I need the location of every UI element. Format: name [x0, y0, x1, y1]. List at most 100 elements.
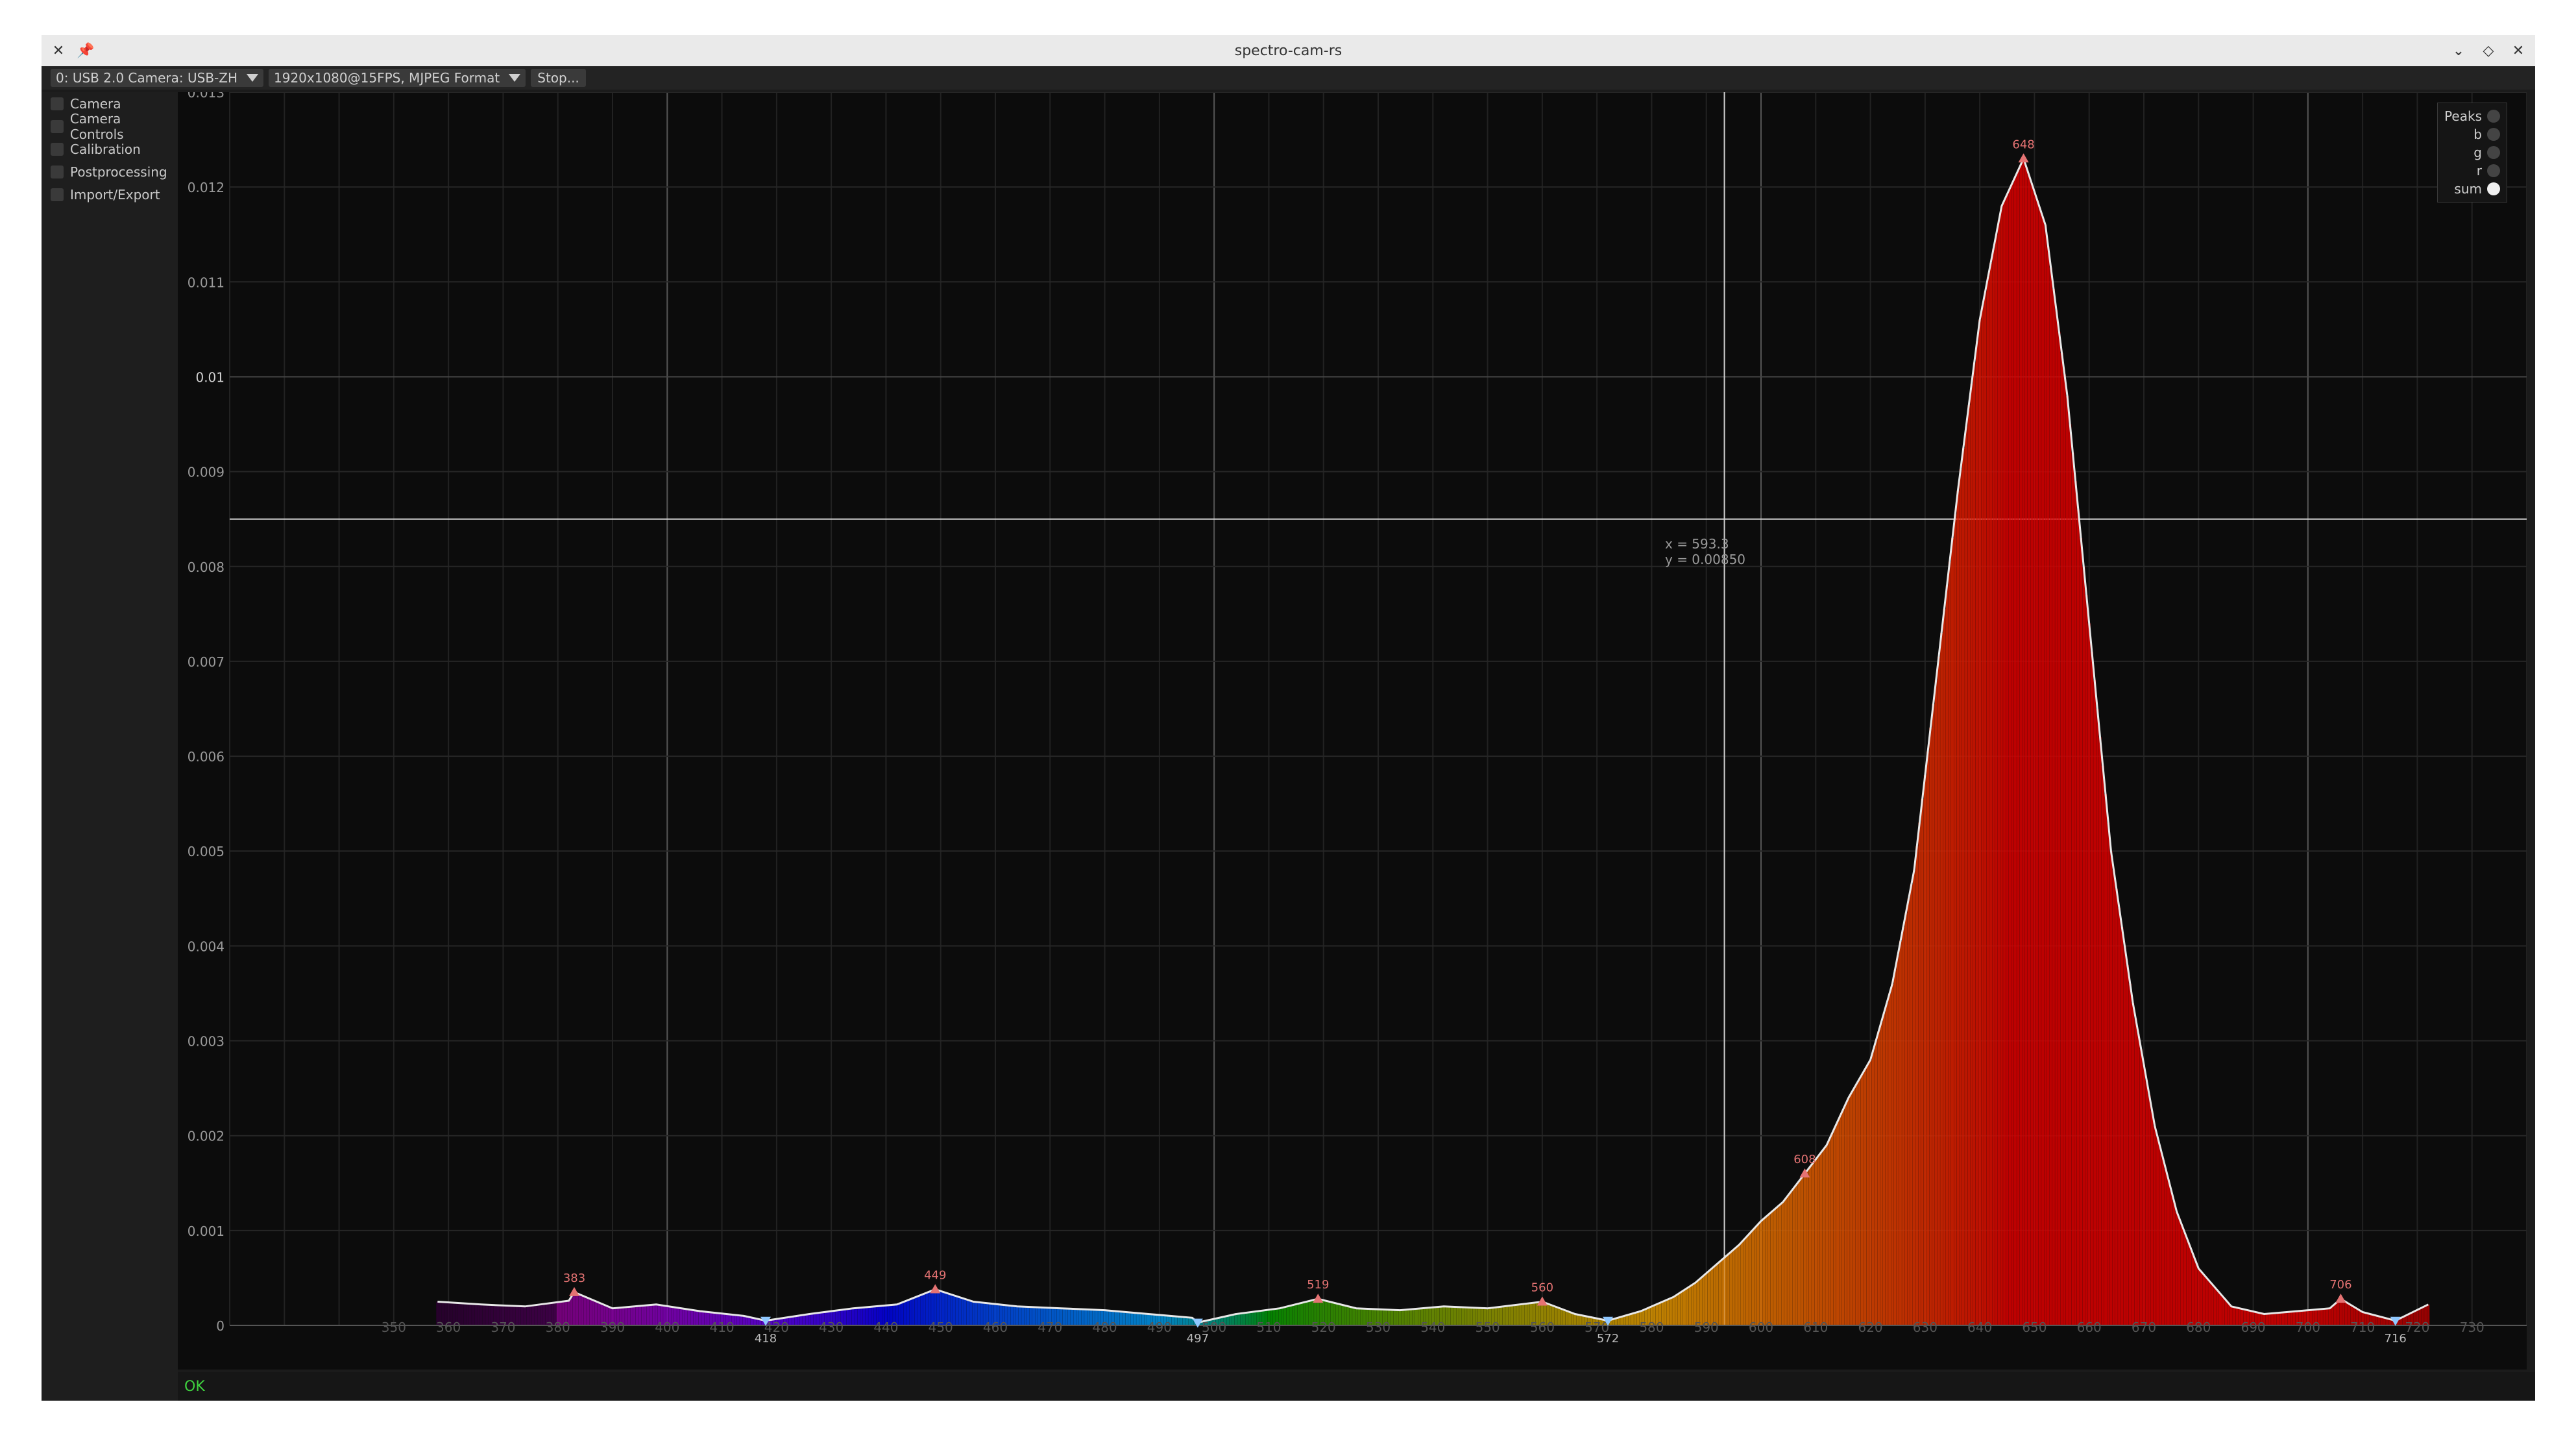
format-select[interactable]: 1920x1080@15FPS, MJPEG Format	[269, 69, 526, 87]
peak-marker	[1799, 1168, 1810, 1178]
camera-select[interactable]: 0: USB 2.0 Camera: USB-ZH	[51, 69, 263, 87]
x-tick-label: 550	[1475, 1320, 1500, 1335]
x-tick-label: 600	[1749, 1320, 1773, 1335]
peak-marker	[930, 1284, 941, 1294]
peak-marker	[569, 1286, 579, 1296]
sidebar-item-import-export[interactable]: Import/Export	[42, 183, 178, 206]
legend-label: g	[2473, 145, 2482, 160]
toggle-dot-icon[interactable]	[2487, 182, 2500, 195]
toolbar: 0: USB 2.0 Camera: USB-ZH 1920x1080@15FP…	[42, 66, 2535, 90]
peak-label: 519	[1307, 1278, 1329, 1292]
x-tick-label: 590	[1694, 1320, 1719, 1335]
toggle-dot-icon[interactable]	[2487, 128, 2500, 141]
valley-marker	[1192, 1318, 1203, 1328]
sidebar-item-camera[interactable]: Camera	[42, 92, 178, 115]
sidebar-item-label: Postprocessing	[70, 164, 167, 180]
camera-select-value: 0: USB 2.0 Camera: USB-ZH	[56, 70, 237, 86]
y-tick-label: 0.003	[188, 1034, 225, 1050]
x-tick-label: 470	[1038, 1320, 1062, 1335]
x-tick-label: 500	[1202, 1320, 1226, 1335]
chevron-down-icon	[509, 74, 521, 82]
spectrum-chart[interactable]: 0 0.001 0.002 0.003 0.004 0.005 0.006 0.007 0.00…	[178, 92, 2527, 1370]
app-icon[interactable]: ✕	[52, 42, 65, 59]
valley-marker	[2390, 1316, 2401, 1326]
legend-item-sum[interactable]: sum	[2444, 180, 2500, 198]
x-tick-label: 720	[2405, 1320, 2429, 1335]
x-tick-label: 410	[709, 1320, 734, 1335]
x-tick-label: 450	[929, 1320, 953, 1335]
valley-label: 497	[1187, 1332, 1209, 1346]
x-tick-label: 710	[2350, 1320, 2375, 1335]
x-tick-label: 420	[764, 1320, 789, 1335]
x-tick-label: 690	[2241, 1320, 2265, 1335]
close-icon[interactable]: ✕	[2512, 42, 2525, 59]
toggle-dot-icon[interactable]	[2487, 146, 2500, 159]
x-tick-label: 480	[1092, 1320, 1117, 1335]
x-tick-label: 630	[1913, 1320, 1938, 1335]
legend-item-g[interactable]: g	[2444, 143, 2500, 162]
plot-background	[178, 92, 2527, 1370]
sidebar-item-label: Camera Controls	[69, 110, 124, 142]
maximize-icon[interactable]: ◇	[2483, 42, 2494, 59]
peak-marker	[1313, 1294, 1324, 1303]
minimize-icon[interactable]: ⌄	[2452, 42, 2465, 59]
legend: Peaks b g r sum	[2437, 103, 2507, 203]
peak-label: 706	[2329, 1278, 2351, 1292]
legend-item-b[interactable]: b	[2444, 125, 2500, 143]
sidebar-item-postprocessing[interactable]: Postprocessing	[42, 160, 178, 183]
x-tick-label: 580	[1639, 1320, 1664, 1335]
valley-label: 572	[1597, 1332, 1619, 1346]
window-title: spectro-cam-rs	[1234, 42, 1343, 59]
y-tick-label: 0.005	[188, 844, 225, 859]
status-text: OK	[184, 1378, 205, 1395]
x-tick-label: 430	[819, 1320, 844, 1335]
x-tick-label: 440	[873, 1320, 898, 1335]
legend-item-r[interactable]: r	[2444, 162, 2500, 180]
legend-label: Peaks	[2444, 108, 2482, 124]
cursor-readout: x = 593.3 y = 0.00850	[1665, 536, 1745, 567]
x-tick-label: 680	[2186, 1320, 2211, 1335]
sidebar-item-calibration[interactable]: Calibration	[42, 138, 178, 160]
x-tick-label: 380	[546, 1320, 570, 1335]
x-tick-label: 650	[2022, 1320, 2047, 1335]
sidebar-item-camera-controls[interactable]: Camera Controls	[42, 111, 178, 142]
x-tick-label: 360	[436, 1320, 461, 1335]
checkbox[interactable]	[51, 97, 64, 110]
x-tick-label: 370	[491, 1320, 515, 1335]
x-tick-label: 700	[2296, 1320, 2320, 1335]
spectrum-plot[interactable]: 0 0.001 0.002 0.003 0.004 0.005 0.006 0.007 0.00…	[178, 92, 2527, 1370]
toggle-dot-icon[interactable]	[2487, 110, 2500, 123]
y-tick-label: 0.012	[188, 180, 225, 195]
checkbox[interactable]	[51, 119, 64, 133]
checkbox[interactable]	[51, 188, 64, 201]
y-tick-label: 0.008	[188, 559, 225, 575]
chevron-down-icon	[247, 74, 258, 82]
sidebar-item-label: Camera	[70, 95, 121, 112]
peak-label: 608	[1793, 1153, 1816, 1166]
y-tick-label: 0.001	[188, 1223, 225, 1239]
legend-item-peaks[interactable]: Peaks	[2444, 107, 2500, 125]
valley-label: 418	[755, 1332, 777, 1346]
x-tick-label: 530	[1366, 1320, 1391, 1335]
pin-icon[interactable]: 📌	[77, 42, 95, 59]
peak-label: 383	[563, 1272, 585, 1285]
x-tick-label: 640	[1967, 1320, 1992, 1335]
sidebar: Camera Camera Controls Calibration Postp…	[42, 92, 178, 1401]
legend-label: b	[2473, 127, 2482, 142]
x-tick-label: 460	[983, 1320, 1008, 1335]
checkbox[interactable]	[51, 142, 64, 156]
format-select-value: 1920x1080@15FPS, MJPEG Format	[274, 70, 500, 86]
x-tick-label: 730	[2460, 1320, 2485, 1335]
y-tick-label: 0.002	[188, 1129, 225, 1144]
stop-button[interactable]: Stop...	[531, 69, 586, 87]
title-bar: ✕ 📌 spectro-cam-rs ⌄ ◇ ✕	[42, 35, 2535, 66]
cursor-y: y = 0.00850	[1665, 552, 1746, 567]
y-tick-label: 0.009	[188, 465, 225, 480]
y-tick-label: 0.007	[188, 654, 225, 670]
valley-marker	[760, 1316, 771, 1326]
valley-marker	[1603, 1316, 1613, 1326]
toggle-dot-icon[interactable]	[2487, 164, 2500, 177]
checkbox[interactable]	[51, 165, 64, 178]
x-tick-label: 660	[2077, 1320, 2102, 1335]
x-tick-label: 560	[1530, 1320, 1555, 1335]
